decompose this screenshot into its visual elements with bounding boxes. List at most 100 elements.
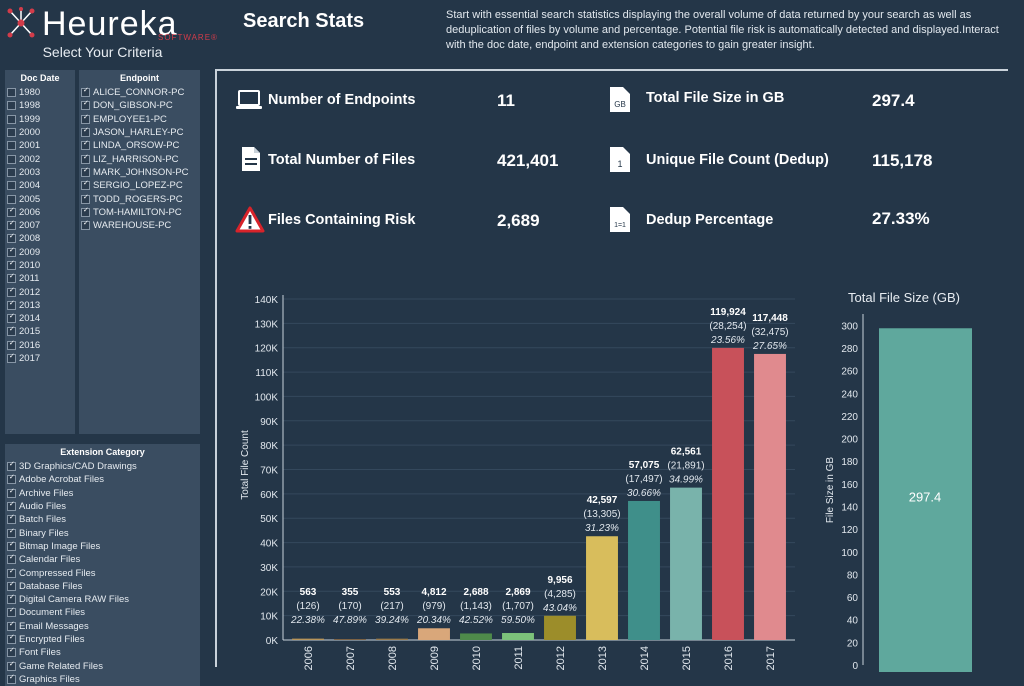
checkbox[interactable] [81,86,90,98]
checkbox[interactable] [7,553,16,565]
checkbox[interactable] [81,219,90,231]
doc-date-option[interactable]: 2000 [5,126,75,139]
checkbox[interactable] [7,580,16,591]
extension-option[interactable]: Digital Camera RAW Files [5,593,200,606]
extension-option[interactable]: Game Related Files [5,659,200,672]
doc-date-option[interactable]: 2006 [5,206,75,219]
doc-date-option[interactable]: 2009 [5,246,75,259]
doc-date-option[interactable]: 1980 [5,86,75,99]
extension-option[interactable]: Bitmap Image Files [5,540,200,553]
doc-date-option[interactable]: 2002 [5,152,75,165]
checkbox[interactable] [81,166,90,177]
checkbox[interactable] [7,88,16,98]
doc-date-option[interactable]: 2012 [5,285,75,298]
extension-option[interactable]: Batch Files [5,513,200,526]
extension-option[interactable]: Archive Files [5,487,200,500]
checkbox[interactable] [7,101,16,111]
checkbox[interactable] [7,219,16,231]
checkbox[interactable] [7,272,16,284]
logo-subtitle: SOFTWARE® [158,33,218,42]
checkbox[interactable] [7,206,16,217]
doc-date-option[interactable]: 2010 [5,259,75,272]
doc-date-option[interactable]: 1998 [5,99,75,112]
doc-date-option[interactable]: 2003 [5,166,75,179]
endpoint-option[interactable]: TOM-HAMILTON-PC [79,206,200,219]
checkbox[interactable] [7,312,16,324]
checkbox[interactable] [7,633,16,644]
checkbox[interactable] [7,141,16,151]
checkbox[interactable] [81,179,90,191]
doc-date-option[interactable]: 2014 [5,312,75,325]
extension-option[interactable]: Graphics Files [5,673,200,686]
checkbox[interactable] [81,99,90,111]
extension-option[interactable]: Document Files [5,606,200,619]
extension-option[interactable]: Compressed Files [5,566,200,579]
checkbox[interactable] [7,660,16,671]
checkbox[interactable] [7,487,16,498]
extension-option[interactable]: Database Files [5,580,200,593]
checkbox[interactable] [7,606,16,618]
doc-date-option-label: 2016 [19,339,41,351]
endpoint-option[interactable]: ALICE_CONNOR-PC [79,86,200,99]
checkbox[interactable] [7,620,16,631]
extension-option[interactable]: Encrypted Files [5,633,200,646]
checkbox[interactable] [7,513,16,525]
extension-option[interactable]: Email Messages [5,620,200,633]
doc-date-option[interactable]: 2005 [5,192,75,205]
checkbox[interactable] [7,500,16,512]
checkbox[interactable] [7,567,16,578]
doc-date-option[interactable]: 2016 [5,339,75,352]
doc-date-option[interactable]: 2001 [5,139,75,152]
checkbox[interactable] [81,153,90,164]
checkbox[interactable] [7,194,16,204]
checkbox[interactable] [7,114,16,124]
checkbox[interactable] [7,325,16,337]
doc-date-option[interactable]: 2008 [5,232,75,245]
endpoint-option[interactable]: EMPLOYEE1-PC [79,113,200,126]
endpoint-option[interactable]: TODD_ROGERS-PC [79,192,200,205]
doc-date-option[interactable]: 2017 [5,352,75,365]
checkbox[interactable] [81,113,90,124]
checkbox[interactable] [81,126,90,138]
checkbox[interactable] [7,460,16,472]
checkbox[interactable] [7,128,16,138]
endpoint-option[interactable]: JASON_HARLEY-PC [79,126,200,139]
doc-date-option[interactable]: 1999 [5,113,75,126]
extension-option[interactable]: Binary Files [5,526,200,539]
endpoint-option[interactable]: WAREHOUSE-PC [79,219,200,232]
endpoint-option[interactable]: LINDA_ORSOW-PC [79,139,200,152]
checkbox[interactable] [7,154,16,164]
doc-date-option[interactable]: 2007 [5,219,75,232]
endpoint-option[interactable]: DON_GIBSON-PC [79,99,200,112]
checkbox[interactable] [7,673,16,684]
checkbox[interactable] [7,540,16,551]
endpoint-option[interactable]: LIZ_HARRISON-PC [79,152,200,165]
doc-date-option[interactable]: 2013 [5,299,75,312]
checkbox[interactable] [81,206,90,217]
checkbox[interactable] [7,232,16,244]
doc-date-option[interactable]: 2004 [5,179,75,192]
extension-option[interactable]: 3D Graphics/CAD Drawings [5,460,200,473]
checkbox[interactable] [7,181,16,191]
checkbox[interactable] [7,352,16,364]
extension-option[interactable]: Adobe Acrobat Files [5,473,200,486]
checkbox[interactable] [7,286,16,297]
endpoint-option[interactable]: SERGIO_LOPEZ-PC [79,179,200,192]
checkbox[interactable] [7,593,16,605]
endpoint-option[interactable]: MARK_JOHNSON-PC [79,166,200,179]
checkbox[interactable] [81,139,90,151]
checkbox[interactable] [81,193,90,204]
checkbox[interactable] [7,246,16,257]
checkbox[interactable] [7,646,16,658]
checkbox[interactable] [7,167,16,177]
doc-date-option[interactable]: 2011 [5,272,75,285]
doc-date-option[interactable]: 2015 [5,325,75,338]
extension-option[interactable]: Calendar Files [5,553,200,566]
extension-option[interactable]: Audio Files [5,500,200,513]
checkbox[interactable] [7,473,16,485]
extension-option[interactable]: Font Files [5,646,200,659]
checkbox[interactable] [7,527,16,538]
checkbox[interactable] [7,259,16,270]
checkbox[interactable] [7,299,16,310]
checkbox[interactable] [7,339,16,350]
